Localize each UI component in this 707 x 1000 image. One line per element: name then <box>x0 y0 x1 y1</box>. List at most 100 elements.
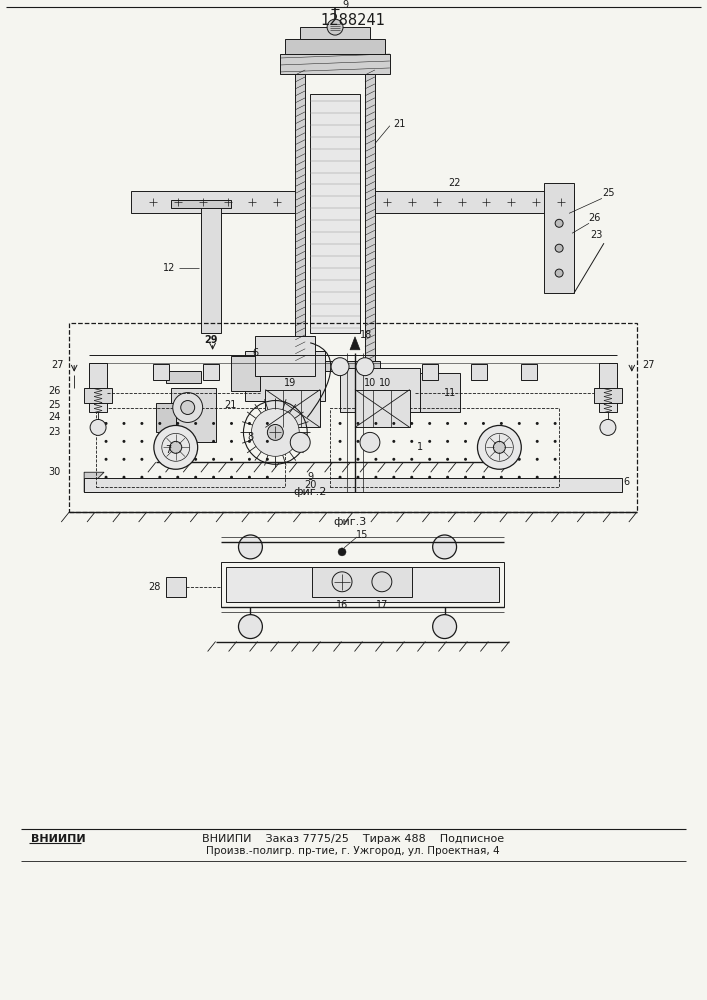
Circle shape <box>375 422 378 425</box>
Text: 10: 10 <box>379 378 391 388</box>
Circle shape <box>375 440 378 443</box>
Circle shape <box>266 440 269 443</box>
Text: 6: 6 <box>624 477 630 487</box>
Circle shape <box>252 409 299 456</box>
Circle shape <box>158 422 161 425</box>
Bar <box>153 364 169 380</box>
Text: 6: 6 <box>252 348 259 358</box>
Bar <box>245 351 325 401</box>
Circle shape <box>173 393 203 422</box>
Text: 11: 11 <box>443 388 456 398</box>
Circle shape <box>238 535 262 559</box>
Text: 30: 30 <box>48 467 60 477</box>
Circle shape <box>90 419 106 435</box>
Circle shape <box>464 422 467 425</box>
Text: фиг.2: фиг.2 <box>293 487 327 497</box>
Circle shape <box>338 548 346 556</box>
Bar <box>166 577 186 597</box>
Circle shape <box>356 458 359 461</box>
Circle shape <box>554 476 556 479</box>
Circle shape <box>158 458 161 461</box>
Circle shape <box>555 219 563 227</box>
Text: 24: 24 <box>48 412 61 422</box>
Circle shape <box>428 440 431 443</box>
Circle shape <box>482 422 485 425</box>
Circle shape <box>433 535 457 559</box>
Circle shape <box>518 422 521 425</box>
Circle shape <box>248 476 251 479</box>
Circle shape <box>154 425 198 469</box>
Circle shape <box>230 458 233 461</box>
Circle shape <box>428 476 431 479</box>
Circle shape <box>428 458 431 461</box>
Circle shape <box>477 425 521 469</box>
Circle shape <box>230 440 233 443</box>
Circle shape <box>194 458 197 461</box>
Text: 9: 9 <box>307 472 313 482</box>
Circle shape <box>392 458 395 461</box>
Bar <box>420 373 460 412</box>
Circle shape <box>446 422 449 425</box>
Circle shape <box>105 458 107 461</box>
Circle shape <box>248 422 251 425</box>
Circle shape <box>122 440 125 443</box>
Circle shape <box>375 476 378 479</box>
Circle shape <box>500 422 503 425</box>
Text: 29: 29 <box>204 335 217 345</box>
Circle shape <box>141 422 144 425</box>
Bar <box>96 408 286 487</box>
Text: 1288241: 1288241 <box>320 13 385 28</box>
Circle shape <box>339 476 341 479</box>
Circle shape <box>356 358 374 376</box>
Circle shape <box>339 440 341 443</box>
Bar <box>255 336 315 376</box>
Bar <box>296 74 305 363</box>
Circle shape <box>327 19 343 35</box>
Circle shape <box>392 422 395 425</box>
Bar <box>291 361 380 371</box>
Text: 20: 20 <box>304 480 316 490</box>
Circle shape <box>170 441 182 453</box>
Circle shape <box>464 440 467 443</box>
Circle shape <box>266 476 269 479</box>
Text: 7: 7 <box>165 445 172 455</box>
Circle shape <box>410 440 414 443</box>
Circle shape <box>446 476 449 479</box>
Circle shape <box>248 440 251 443</box>
Bar <box>330 408 559 487</box>
Circle shape <box>464 476 467 479</box>
Bar <box>89 363 107 412</box>
Bar <box>286 39 385 54</box>
Text: 26: 26 <box>588 213 600 223</box>
Text: 10: 10 <box>364 378 376 388</box>
Circle shape <box>482 476 485 479</box>
Text: 28: 28 <box>148 582 160 592</box>
Bar <box>201 203 221 333</box>
Circle shape <box>500 440 503 443</box>
Circle shape <box>291 432 310 452</box>
Text: 25: 25 <box>602 188 615 198</box>
Bar <box>156 403 176 432</box>
Circle shape <box>375 458 378 461</box>
Bar <box>355 390 410 427</box>
Text: 9: 9 <box>342 0 348 10</box>
Bar <box>265 390 320 427</box>
Circle shape <box>194 476 197 479</box>
Bar <box>340 368 420 412</box>
Text: 8: 8 <box>247 432 254 442</box>
Text: ВНИИПИ    Заказ 7775/25    Тираж 488    Подписное: ВНИИПИ Заказ 7775/25 Тираж 488 Подписное <box>202 834 504 844</box>
Text: 16: 16 <box>336 600 348 610</box>
Bar <box>166 371 201 383</box>
Circle shape <box>105 440 107 443</box>
Circle shape <box>600 419 616 435</box>
Circle shape <box>212 476 215 479</box>
Circle shape <box>554 440 556 443</box>
Circle shape <box>446 440 449 443</box>
Bar <box>375 191 574 213</box>
Circle shape <box>194 422 197 425</box>
Circle shape <box>518 458 521 461</box>
Circle shape <box>141 476 144 479</box>
Circle shape <box>141 440 144 443</box>
Bar <box>280 54 390 74</box>
Bar <box>221 562 504 607</box>
